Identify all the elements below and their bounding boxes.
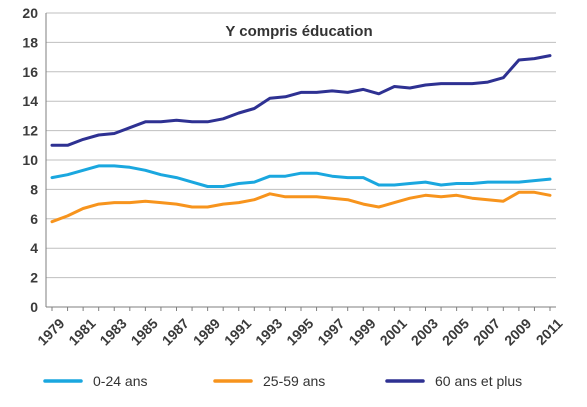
y-tick-label: 4 (30, 240, 38, 256)
grid-lines (46, 12, 556, 279)
x-tick-label: 1999 (345, 315, 378, 348)
series-line-1 (50, 164, 552, 188)
x-tick-label: 2005 (439, 315, 472, 348)
x-tick-label: 1985 (128, 315, 161, 348)
x-tick-label: 1991 (221, 315, 254, 348)
x-tick-labels: 1979198119831985198719891991199319951997… (34, 315, 565, 348)
x-tick-label: 1981 (65, 315, 98, 348)
legend-label: 0-24 ans (93, 373, 147, 389)
x-tick-label: 1993 (252, 315, 285, 348)
series-lines (50, 54, 552, 224)
y-tick-label: 14 (22, 93, 38, 109)
x-tick-label: 2003 (408, 315, 441, 348)
series-line-3 (50, 54, 552, 147)
x-tick-label: 1989 (190, 315, 223, 348)
x-tick-label: 2001 (377, 315, 410, 348)
legend-item: 0-24 ans (43, 373, 147, 389)
y-tick-label: 8 (30, 181, 38, 197)
y-tick-label: 12 (22, 123, 38, 139)
axes (45, 13, 556, 311)
y-tick-label: 2 (30, 270, 38, 286)
y-tick-label: 0 (30, 299, 38, 315)
y-tick-label: 18 (22, 34, 38, 50)
x-tick-label: 2007 (470, 315, 503, 348)
x-tick-label: 1979 (34, 315, 67, 348)
y-tick-label: 16 (22, 64, 38, 80)
x-tick-label: 1987 (159, 315, 192, 348)
y-tick-label: 20 (22, 5, 38, 21)
legend-item: 25-59 ans (213, 373, 325, 389)
y-tick-labels: 0 2 4 6 8 10 12 14 16 18 20 (22, 5, 38, 315)
y-tick-label: 10 (22, 152, 38, 168)
chart-title: Y compris éducation (225, 23, 372, 40)
x-tick-label: 2011 (533, 315, 566, 348)
series-line-2 (50, 190, 552, 224)
x-tick-label: 1997 (314, 315, 347, 348)
y-tick-label: 6 (30, 211, 38, 227)
legend-label: 25-59 ans (263, 373, 325, 389)
x-tick-label: 1995 (283, 315, 316, 348)
x-tick-label: 1983 (96, 315, 129, 348)
legend-label: 60 ans et plus (435, 373, 522, 389)
x-tick-label: 2009 (501, 315, 534, 348)
legend-item: 60 ans et plus (385, 373, 522, 389)
legend: 0-24 ans 25-59 ans 60 ans et plus (43, 373, 522, 389)
